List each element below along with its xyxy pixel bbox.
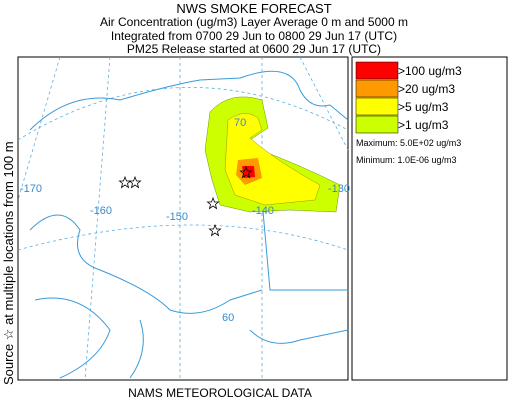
- title: NWS SMOKE FORECAST: [176, 1, 331, 16]
- coastline: [29, 70, 349, 379]
- subtitle: Air Concentration (ug/m3) Layer Average …: [100, 15, 408, 29]
- map-frame: [17, 56, 349, 381]
- side-label: Source ☆ at multiple locations from 100 …: [1, 141, 16, 385]
- footer: NAMS METEOROLOGICAL DATA: [128, 386, 312, 400]
- legend-label: >100 ug/m3: [398, 64, 462, 78]
- legend-label: >20 ug/m3: [398, 82, 455, 96]
- legend-swatch: [355, 61, 399, 80]
- graticule-label: -130: [328, 183, 350, 195]
- legend-swatch: [355, 97, 399, 116]
- graticule-label: -160: [90, 205, 112, 217]
- legend-min: Minimum: 1.0E-06 ug/m3: [356, 155, 457, 165]
- legend-label: >1 ug/m3: [398, 118, 449, 132]
- legend: Maximum: 5.0E+02 ug/m3 Minimum: 1.0E-06 …: [351, 56, 508, 381]
- subtitle: PM25 Release started at 0600 29 Jun 17 (…: [127, 42, 381, 56]
- legend-max: Maximum: 5.0E+02 ug/m3: [356, 138, 461, 148]
- subtitle: Integrated from 0700 29 Jun to 0800 29 J…: [111, 29, 397, 43]
- graticule-label: 70: [234, 117, 246, 129]
- graticule-label: -140: [252, 205, 274, 217]
- legend-label: >5 ug/m3: [398, 100, 449, 114]
- graticule: [17, 56, 349, 381]
- legend-swatch: [355, 115, 399, 134]
- graticule-label: 60: [222, 312, 234, 324]
- legend-swatch: [355, 79, 399, 98]
- map: -170 -160 -150 -140 -130 70 60: [17, 56, 350, 381]
- sources: [118, 165, 253, 237]
- graticule-label: -170: [20, 183, 42, 195]
- graticule-label: -150: [166, 211, 188, 223]
